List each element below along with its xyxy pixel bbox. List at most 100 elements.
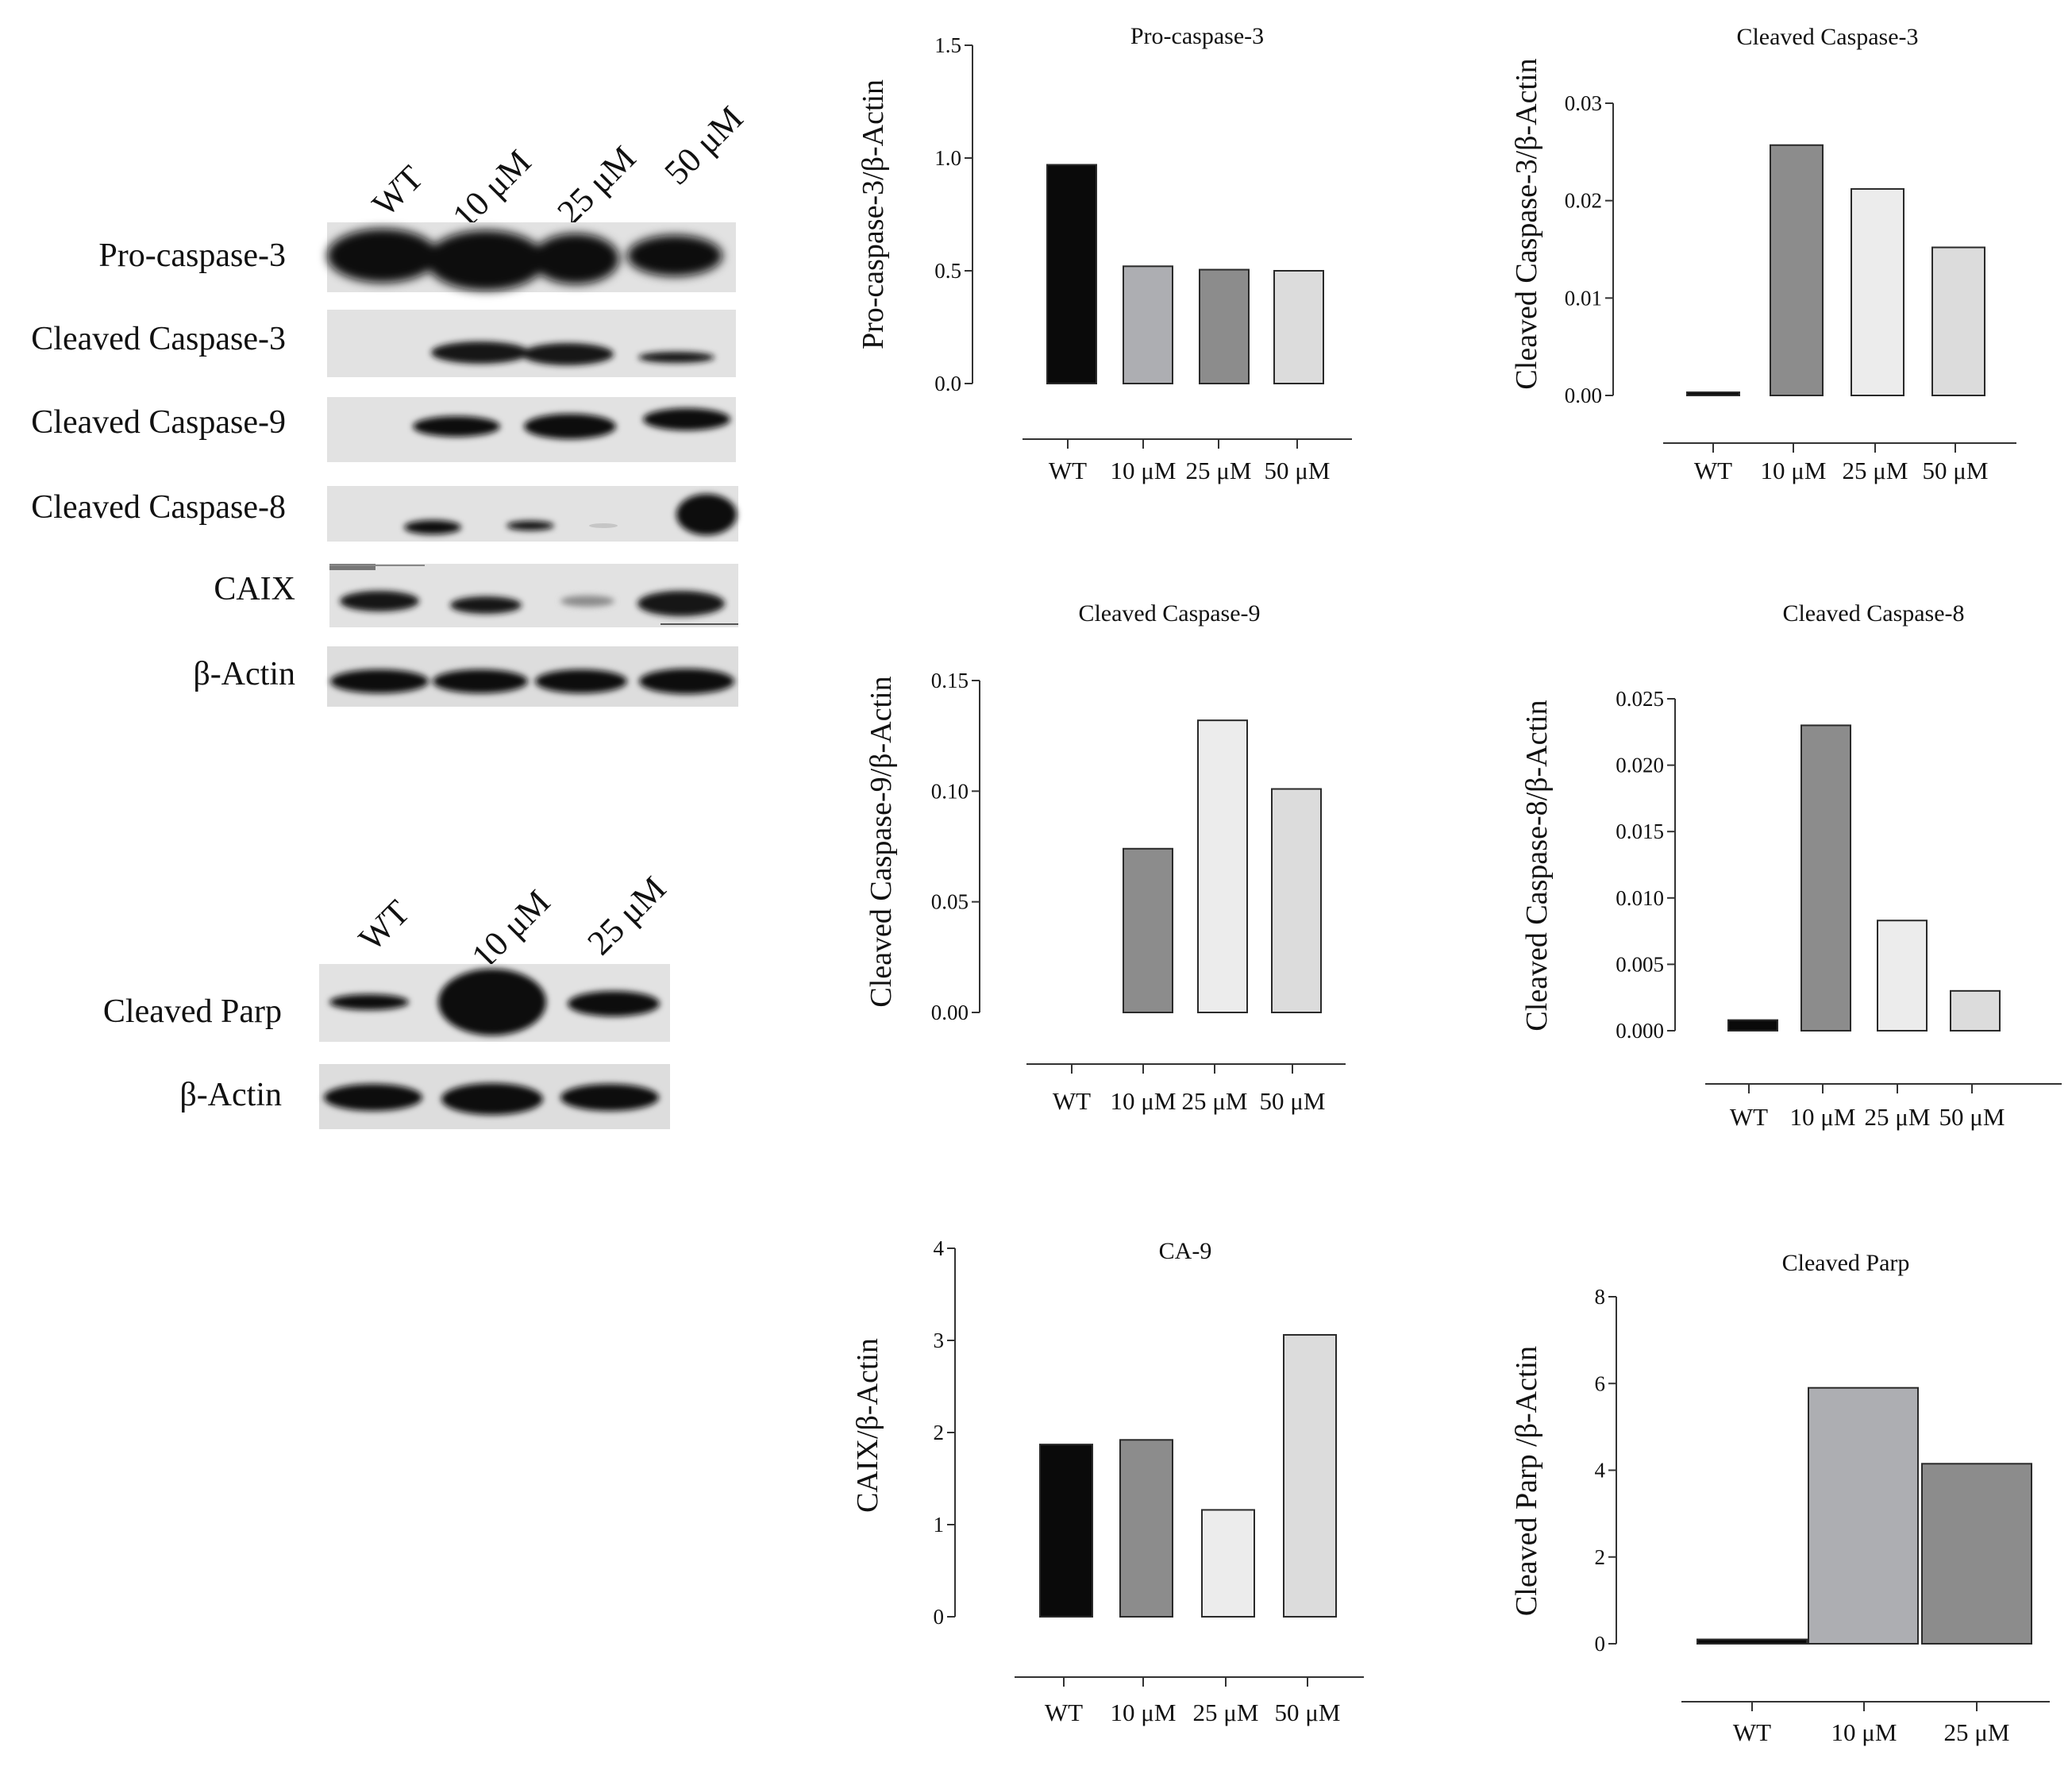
y-tick-label: 4: [934, 1236, 945, 1260]
y-tick-label: 0.020: [1616, 754, 1664, 777]
x-tick-label-50-m: 50 μM: [1260, 1087, 1326, 1115]
y-tick-label: 0.10: [931, 779, 969, 803]
chart-pro-caspase-3: Pro-caspase-3 Pro-caspase-3/β-Actin 0.0 0.5…: [857, 23, 1352, 484]
y-tick-label: 0.025: [1616, 687, 1664, 711]
chart-title: Cleaved Parp: [1782, 1250, 1910, 1276]
x-tick-label-50-m: 50 μM: [1939, 1103, 2005, 1131]
y-tick-label: 8: [1595, 1285, 1606, 1309]
x-tick-label-10-m: 10 μM: [1831, 1718, 1897, 1746]
chart-title: CA-9: [1159, 1238, 1212, 1264]
blot-strip-cleaved-caspase-8: [327, 486, 738, 542]
chart-title: Cleaved Caspase-8: [1782, 600, 1964, 627]
blot2-row-label-cleaved-parp: Cleaved Parp: [103, 993, 282, 1030]
x-tick-label-10-m: 10 μM: [1111, 1699, 1177, 1726]
y-tick-label: 1.0: [934, 146, 961, 170]
bar-25-m: [1851, 187, 1904, 397]
blot1-lane-label-wt: WT: [364, 158, 430, 224]
blot-strip-cleaved-caspase-9: [327, 397, 736, 462]
y-tick-label: 0.05: [931, 890, 969, 914]
western-blot-panel-2: WT 10 μM 25 μM Cleaved Parp β-Actin: [103, 869, 673, 1129]
y-tick-label: 0.00: [931, 1001, 969, 1024]
bar-25-m: [1877, 920, 1928, 1032]
blot-strip-beta-actin: [327, 646, 738, 707]
blot1-lane-label-25um: 25 μM: [549, 138, 643, 232]
blot1-row-label-caix: CAIX: [214, 571, 295, 607]
y-tick-label: 0: [934, 1605, 945, 1629]
bar-50-m: [1950, 989, 2001, 1032]
x-tick-label-10-m: 10 μM: [1111, 1087, 1177, 1115]
x-tick-label-50-m: 50 μM: [1265, 457, 1331, 484]
bar-10-m: [1800, 724, 1851, 1032]
blot1-row-label-cleaved-caspase-9: Cleaved Caspase-9: [31, 404, 286, 441]
y-tick-label: 2: [1595, 1545, 1606, 1569]
bar-wt: [1686, 391, 1740, 396]
y-tick-label: 0.15: [931, 669, 969, 692]
blot1-row-label-cleaved-caspase-3: Cleaved Caspase-3: [31, 321, 286, 357]
bar-10-m: [1808, 1386, 1919, 1645]
bar-25-m: [1921, 1463, 2032, 1645]
blot1-lane-label-50um: 50 μM: [657, 98, 750, 192]
x-tick-label-wt: WT: [1694, 457, 1732, 484]
y-tick-label: 0.02: [1565, 189, 1602, 213]
x-tick-label-25-m: 25 μM: [1944, 1718, 2010, 1746]
x-tick-label-10-m: 10 μM: [1790, 1103, 1856, 1131]
y-tick-label: 0.005: [1616, 952, 1664, 976]
x-tick-label-25-m: 25 μM: [1843, 457, 1908, 484]
chart-title: Cleaved Caspase-3: [1736, 24, 1918, 50]
bar-wt: [1039, 1444, 1093, 1618]
x-tick-label-50-m: 50 μM: [1923, 457, 1989, 484]
blot-strip-caix: [329, 564, 738, 627]
blot1-lane-label-10um: 10 μM: [445, 142, 538, 236]
blot1-row-label-pro-caspase-3: Pro-caspase-3: [98, 237, 286, 274]
western-blot-panel-1: WT 10 μM 25 μM 50 μM Pro-caspase-3 Cleav…: [31, 98, 750, 707]
x-tick-label-25-m: 25 μM: [1193, 1699, 1259, 1726]
y-tick-label: 0.015: [1616, 819, 1664, 843]
x-tick-label-wt: WT: [1049, 457, 1087, 484]
bar-10-m: [1119, 1439, 1173, 1618]
y-axis-title: Cleaved Caspase-9/β-Actin: [865, 676, 898, 1007]
chart-cleaved-parp: Cleaved Parp Cleaved Parp /β-Actin 0 2 4 6 8 WT…: [1510, 1250, 2050, 1746]
x-tick-label-10-m: 10 μM: [1761, 457, 1827, 484]
y-tick-label: 0.000: [1616, 1019, 1664, 1043]
bar-wt: [1696, 1638, 1808, 1645]
chart-title: Cleaved Caspase-9: [1078, 600, 1260, 627]
chart-ca-9: CA-9 CAIX/β-Actin 0 1 2 3 4 WT 10 μM 25 μM 50 μM: [851, 1236, 1364, 1726]
y-axis-title: Cleaved Parp /β-Actin: [1510, 1346, 1543, 1616]
y-tick-label: 0.010: [1616, 886, 1664, 910]
y-tick-label: 0.01: [1565, 286, 1602, 310]
x-tick-label-wt: WT: [1730, 1103, 1768, 1131]
x-tick-label-wt: WT: [1733, 1718, 1771, 1746]
chart-cleaved-caspase-8: Cleaved Caspase-8 Cleaved Caspase-8/β-Act…: [1520, 600, 2062, 1131]
blot1-row-label-cleaved-caspase-8: Cleaved Caspase-8: [31, 489, 286, 526]
bar-50-m: [1273, 270, 1324, 384]
bar-25-m: [1197, 719, 1248, 1013]
bar-25-m: [1201, 1509, 1255, 1618]
bar-50-m: [1271, 788, 1322, 1014]
y-tick-label: 6: [1595, 1371, 1606, 1395]
y-tick-label: 0.03: [1565, 91, 1602, 115]
bar-wt: [1046, 164, 1097, 385]
blot2-lane-label-25um: 25 μM: [580, 869, 673, 962]
blot1-row-label-beta-actin: β-Actin: [193, 656, 295, 692]
blot-strip-cleaved-caspase-3: [327, 310, 736, 377]
x-tick-label-wt: WT: [1045, 1699, 1083, 1726]
bar-wt: [1727, 1019, 1778, 1032]
y-tick-label: 1: [934, 1513, 945, 1537]
chart-cleaved-caspase-9: Cleaved Caspase-9 Cleaved Caspase-9/β-Act…: [865, 600, 1346, 1115]
chart-cleaved-caspase-3: Cleaved Caspase-3 Cleaved Caspase-3/β-Act…: [1510, 24, 2016, 484]
blot2-lane-label-wt: WT: [351, 893, 417, 958]
y-tick-label: 0: [1595, 1632, 1606, 1656]
y-axis-title: Cleaved Caspase-8/β-Actin: [1520, 700, 1554, 1031]
y-tick-label: 0.00: [1565, 384, 1602, 407]
y-axis-title: CAIX/β-Actin: [851, 1338, 884, 1513]
bar-25-m: [1199, 268, 1250, 384]
y-axis-title: Cleaved Caspase-3/β-Actin: [1510, 58, 1543, 389]
y-tick-label: 2: [934, 1421, 945, 1444]
blot-strip-cleaved-parp: [319, 964, 670, 1042]
chart-title: Pro-caspase-3: [1130, 23, 1264, 49]
bar-10-m: [1770, 144, 1824, 396]
x-tick-label-25-m: 25 μM: [1186, 457, 1252, 484]
blot2-row-label-beta-actin: β-Actin: [179, 1077, 282, 1113]
bar-10-m: [1123, 847, 1173, 1013]
